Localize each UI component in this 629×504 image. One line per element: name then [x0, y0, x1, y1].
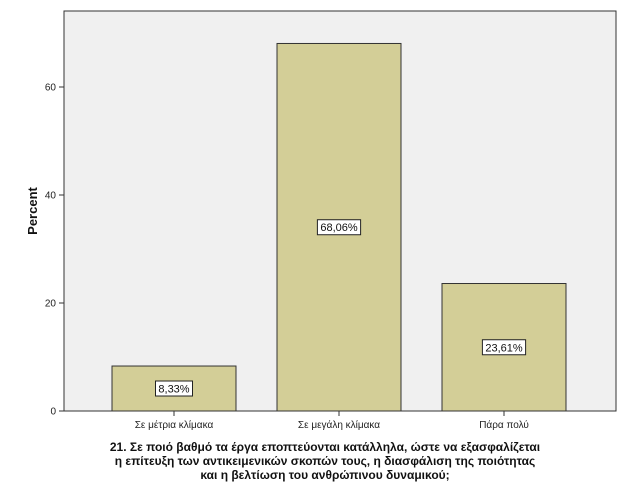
- y-tick-label: 60: [45, 83, 57, 94]
- data-label-box: [481, 339, 527, 356]
- data-label: 68,06%: [320, 222, 358, 234]
- x-tick-label: Σε μεγάλη κλίμακα: [298, 419, 380, 431]
- x-axis-title-line-3: και η βελτίωση του ανθρώπινου δυναμικού;: [200, 468, 450, 482]
- x-axis-title-line-1: 21. Σε ποιό βαθμό τα έργα εποπτεύονται κ…: [109, 440, 541, 454]
- data-label: 8,33%: [158, 384, 189, 396]
- x-tick-label: Πάρα πολύ: [479, 419, 529, 431]
- x-axis: Σε μέτρια κλίμακα Σε μεγάλη κλίμακα Πάρα π…: [135, 411, 529, 431]
- y-tick-label: 20: [45, 299, 57, 310]
- y-tick-label: 40: [45, 191, 57, 202]
- x-axis-title: 21. Σε ποιό βαθμό τα έργα εποπτεύονται κ…: [40, 440, 610, 482]
- data-label-box: [316, 219, 362, 236]
- y-axis: 0 20 40 60: [45, 83, 64, 418]
- x-tick-label: Σε μέτρια κλίμακα: [135, 419, 214, 431]
- data-label-box: [155, 380, 193, 397]
- x-axis-title-line-2: η επίτευξη των αντικειμενικών σκοπών του…: [114, 454, 536, 468]
- bars: 8,33% 68,06% 23,61%: [111, 42, 567, 412]
- y-tick-label: 0: [50, 407, 56, 418]
- data-label: 23,61%: [485, 342, 523, 354]
- y-axis-label: Percent: [25, 186, 40, 234]
